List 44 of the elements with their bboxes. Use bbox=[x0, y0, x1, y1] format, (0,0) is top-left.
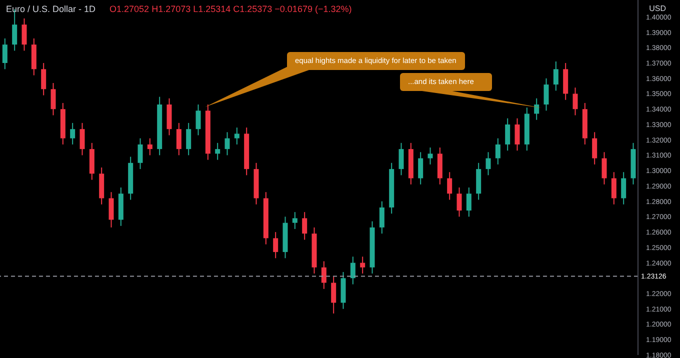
candlestick bbox=[514, 118, 520, 152]
candlestick bbox=[176, 122, 182, 156]
candlestick bbox=[486, 152, 491, 176]
candlestick bbox=[592, 132, 598, 165]
candlestick bbox=[331, 276, 336, 314]
candlestick bbox=[50, 82, 56, 116]
candlestick bbox=[602, 152, 607, 185]
candlestick bbox=[147, 138, 152, 156]
candlestick bbox=[22, 18, 27, 52]
candlestick bbox=[2, 38, 8, 70]
candlestick bbox=[621, 172, 626, 205]
candlestick bbox=[505, 118, 510, 152]
candlestick bbox=[379, 200, 384, 234]
candlestick bbox=[41, 62, 46, 96]
candlestick bbox=[196, 104, 201, 136]
candlestick bbox=[292, 212, 298, 230]
chart-subtitle: O1.27052 H1.27073 L1.25314 C1.25373 −0.01679 (−1.32%) bbox=[110, 4, 352, 14]
candlestick bbox=[456, 186, 462, 218]
candlestick bbox=[447, 172, 452, 200]
candlestick bbox=[108, 192, 114, 228]
candlestick bbox=[360, 256, 366, 274]
candlestick bbox=[544, 78, 549, 112]
candlestick bbox=[215, 142, 220, 160]
candlestick bbox=[553, 60, 558, 92]
candlestick bbox=[302, 212, 308, 240]
candlestick bbox=[350, 256, 356, 285]
candlestick bbox=[418, 152, 424, 185]
candlestick bbox=[466, 186, 472, 218]
candlestick bbox=[80, 122, 85, 156]
chart-title: Euro / U.S. Dollar - 1D bbox=[6, 4, 96, 14]
candlestick bbox=[398, 142, 404, 176]
candlestick bbox=[534, 98, 540, 120]
candlestick bbox=[186, 122, 192, 156]
candlestick bbox=[611, 172, 616, 205]
candlestick bbox=[70, 122, 76, 145]
candlestick bbox=[572, 87, 578, 116]
candlestick bbox=[234, 127, 240, 145]
candlestick bbox=[321, 260, 326, 290]
candlestick bbox=[495, 138, 500, 165]
candlestick bbox=[138, 138, 143, 170]
y-axis-title: USD bbox=[649, 4, 666, 13]
candlestick bbox=[224, 132, 230, 156]
candlestick bbox=[428, 147, 433, 165]
candlestick bbox=[273, 232, 278, 259]
